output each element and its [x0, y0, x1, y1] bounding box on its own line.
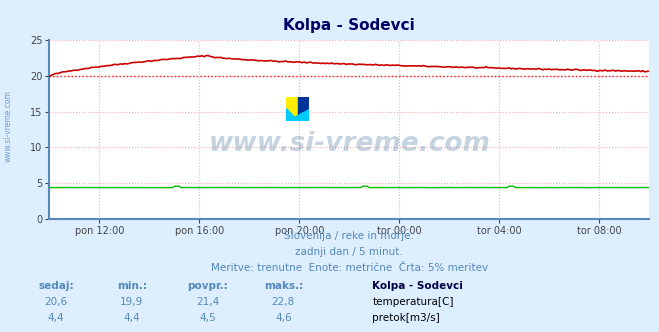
Text: 19,9: 19,9 [120, 297, 144, 307]
Text: povpr.:: povpr.: [187, 281, 228, 290]
Text: zadnji dan / 5 minut.: zadnji dan / 5 minut. [295, 247, 403, 257]
Text: 22,8: 22,8 [272, 297, 295, 307]
Text: 21,4: 21,4 [196, 297, 219, 307]
Text: 4,4: 4,4 [123, 313, 140, 323]
Text: sedaj:: sedaj: [38, 281, 74, 290]
Text: 4,4: 4,4 [47, 313, 65, 323]
Text: Slovenija / reke in morje.: Slovenija / reke in morje. [284, 231, 415, 241]
Text: pretok[m3/s]: pretok[m3/s] [372, 313, 440, 323]
Text: Meritve: trenutne  Enote: metrične  Črta: 5% meritev: Meritve: trenutne Enote: metrične Črta: … [211, 263, 488, 273]
Polygon shape [287, 109, 309, 121]
Polygon shape [287, 97, 298, 121]
Text: 20,6: 20,6 [44, 297, 68, 307]
Text: 4,6: 4,6 [275, 313, 292, 323]
Polygon shape [287, 109, 298, 121]
Text: maks.:: maks.: [264, 281, 303, 290]
Text: www.si-vreme.com: www.si-vreme.com [3, 90, 13, 162]
Text: temperatura[C]: temperatura[C] [372, 297, 454, 307]
Text: Kolpa - Sodevci: Kolpa - Sodevci [372, 281, 463, 290]
Text: 4,5: 4,5 [199, 313, 216, 323]
Text: www.si-vreme.com: www.si-vreme.com [208, 131, 490, 157]
Text: min.:: min.: [117, 281, 147, 290]
Polygon shape [298, 97, 309, 121]
Text: Kolpa - Sodevci: Kolpa - Sodevci [283, 18, 415, 33]
